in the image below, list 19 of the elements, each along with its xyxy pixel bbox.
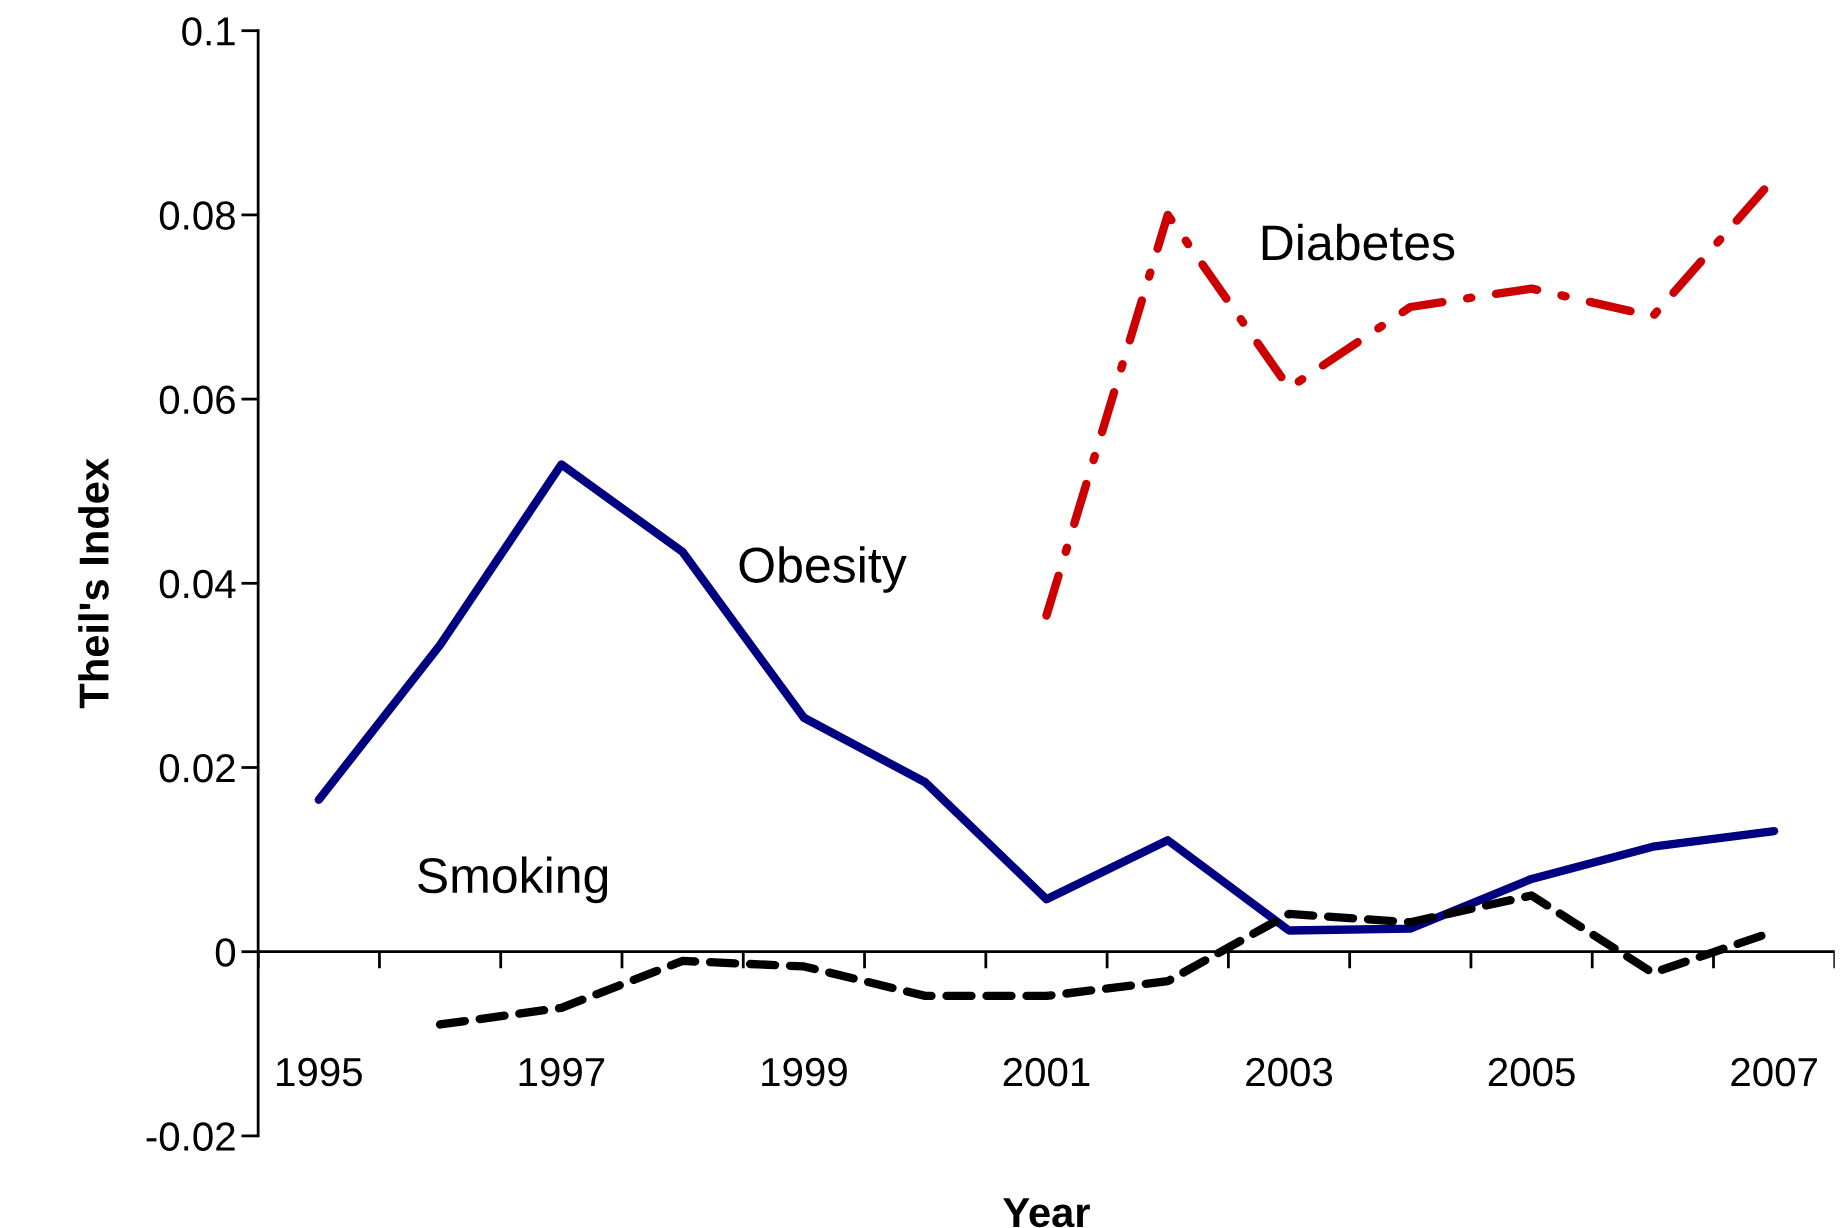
x-tick-label: 2001: [1003, 1057, 1090, 1087]
y-axis-title: Theil's Index: [78, 458, 109, 709]
y-tick-label: 0.04: [159, 569, 236, 599]
y-tick-label: 0.1: [182, 17, 235, 46]
y-tick-label: 0: [215, 938, 236, 967]
x-tick-label: 2003: [1246, 1057, 1333, 1087]
series-label: Smoking: [418, 856, 608, 904]
y-tick-label: 0.06: [159, 385, 235, 415]
x-tick-label: 1995: [277, 1057, 362, 1087]
x-tick-label: 1997: [519, 1057, 605, 1087]
x-tick-label: 1999: [762, 1057, 847, 1087]
series-label: Diabetes: [1262, 223, 1455, 261]
y-tick-label: -0.02: [146, 1122, 235, 1151]
series-label: Obesity: [739, 546, 907, 593]
y-tick-label: 0.02: [159, 753, 235, 783]
x-tick-label: 2005: [1488, 1057, 1575, 1087]
x-tick-label: 2007: [1731, 1057, 1817, 1087]
y-tick-label: 0.08: [159, 201, 235, 230]
x-axis-title: Year: [1003, 1198, 1090, 1228]
